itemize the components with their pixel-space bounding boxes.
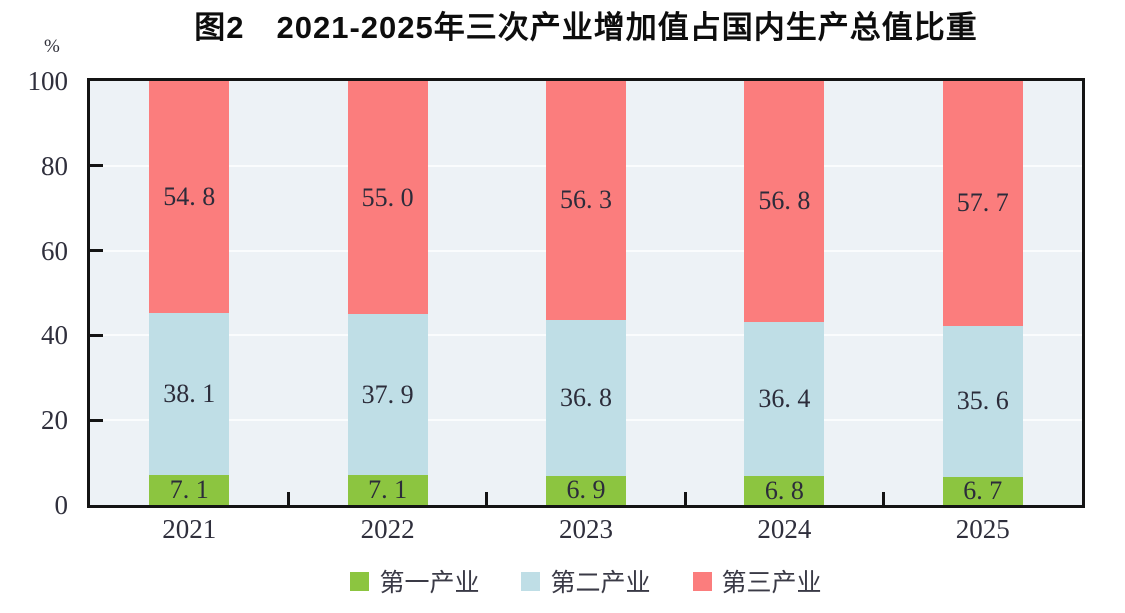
bar-segment-tertiary: 56. 3: [546, 81, 626, 320]
legend-swatch-icon: [521, 571, 541, 591]
segment-value-label: 37. 9: [361, 379, 414, 409]
bar-segment-primary: 7. 1: [347, 474, 428, 505]
bar-column-2024: 6. 8 36. 4 56. 8: [744, 81, 825, 505]
y-axis-tick-label: 60: [41, 235, 68, 266]
y-axis-tick-mark: [90, 164, 103, 168]
bar-segment-primary: 6. 9: [546, 475, 626, 505]
segment-value-label: 57. 7: [956, 188, 1009, 218]
bar-segment-secondary: 38. 1: [149, 313, 230, 475]
bar-segment-secondary: 37. 9: [347, 314, 428, 475]
bar-column-2022: 7. 1 37. 9 55. 0: [347, 81, 428, 505]
segment-value-label: 7. 1: [368, 474, 408, 504]
legend-item: 第三产业: [692, 563, 822, 599]
bar-segment-tertiary: 57. 7: [942, 81, 1023, 326]
y-axis-unit-label: %: [44, 36, 60, 57]
legend: 第一产业 第二产业 第三产业: [87, 563, 1085, 599]
y-axis-tick-label: 80: [41, 150, 68, 181]
segment-value-label: 6. 9: [566, 475, 606, 505]
chart-title: 图2 2021-2025年三次产业增加值占国内生产总值比重: [194, 10, 978, 45]
x-axis-category-labels: 2021 2022 2023 2024 2025: [87, 514, 1085, 548]
bar-segment-primary: 6. 7: [942, 475, 1023, 505]
x-axis-category-label: 2025: [955, 514, 1010, 544]
y-axis-tick-label: 40: [41, 320, 68, 351]
y-axis-tick-mark: [90, 249, 103, 253]
bar-column-2021: 7. 1 38. 1 54. 8: [149, 81, 230, 505]
x-axis-category-label: 2023: [559, 514, 613, 544]
y-axis-tick-label: 100: [27, 66, 69, 96]
legend-label: 第二产业: [550, 570, 651, 597]
segment-value-label: 56. 8: [758, 186, 811, 216]
y-axis-tick-label: 20: [41, 405, 68, 436]
legend-item: 第一产业: [350, 563, 479, 599]
bar-segment-tertiary: 54. 8: [149, 81, 230, 314]
x-axis-category-label: 2024: [757, 514, 812, 544]
y-axis-tick-mark: [90, 333, 103, 337]
bar-segment-tertiary: 55. 0: [347, 81, 428, 315]
legend-swatch-icon: [350, 571, 370, 591]
segment-value-label: 55. 0: [361, 182, 414, 212]
legend-item: 第二产业: [521, 563, 651, 599]
bar-segment-primary: 6. 8: [744, 475, 825, 505]
x-axis-tick-mark: [882, 492, 886, 505]
segment-value-label: 54. 8: [163, 182, 216, 212]
segment-value-label: 36. 4: [758, 384, 811, 413]
bar-segment-secondary: 35. 6: [942, 325, 1023, 477]
bar-segment-primary: 7. 1: [149, 474, 230, 505]
bar-segment-secondary: 36. 8: [546, 319, 626, 476]
plot-area: 7. 1 38. 1 54. 8 7. 1 37. 9 55. 0 6. 9 36. 8 56.…: [87, 78, 1085, 508]
legend-label: 第一产业: [379, 570, 480, 597]
segment-value-label: 6. 7: [963, 475, 1003, 505]
x-axis-tick-mark: [286, 492, 290, 505]
legend-label: 第三产业: [721, 570, 822, 597]
segment-value-label: 38. 1: [163, 379, 216, 409]
y-axis-tick-label: 0: [54, 490, 69, 520]
legend-swatch-icon: [692, 571, 712, 591]
segment-value-label: 7. 1: [169, 474, 209, 504]
segment-value-label: 36. 8: [560, 382, 612, 412]
x-axis-tick-mark: [485, 492, 489, 505]
bar-segment-secondary: 36. 4: [744, 321, 825, 477]
segment-value-label: 56. 3: [560, 185, 612, 215]
segment-value-label: 35. 6: [956, 386, 1009, 416]
x-axis-category-label: 2021: [162, 514, 217, 544]
bar-segment-tertiary: 56. 8: [744, 81, 825, 322]
x-axis-tick-mark: [683, 492, 687, 505]
segment-value-label: 6. 8: [764, 475, 804, 505]
y-axis-tick-labels: 0 20 40 60 80 100: [0, 68, 78, 519]
x-axis-category-label: 2022: [360, 514, 415, 544]
y-axis-tick-mark: [90, 418, 103, 422]
bar-column-2025: 6. 7 35. 6 57. 7: [942, 81, 1023, 505]
bar-column-2023: 6. 9 36. 8 56. 3: [546, 81, 626, 505]
